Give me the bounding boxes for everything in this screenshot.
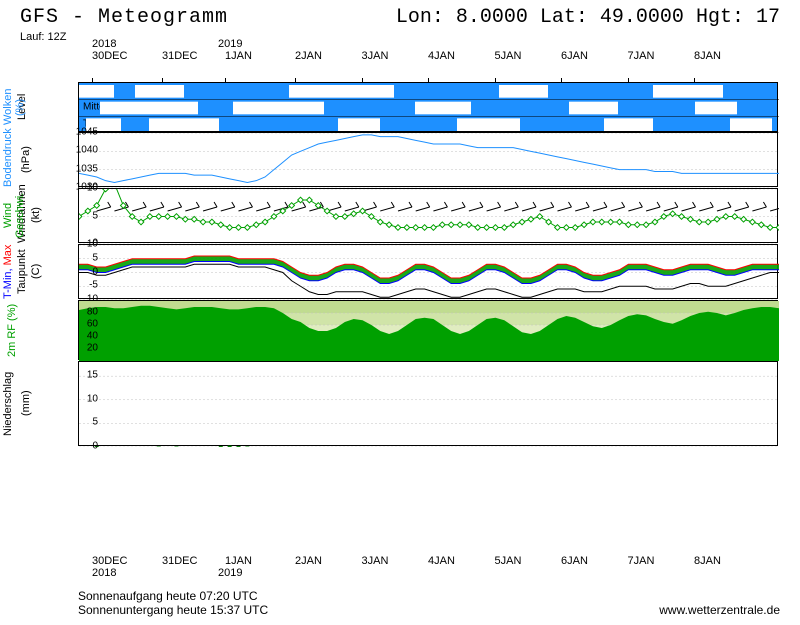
coordinates: Lon: 8.0000 Lat: 49.0000 Hgt: 17 (396, 6, 780, 29)
source-link[interactable]: www.wetterzentrale.de (659, 603, 780, 617)
clouds-panel: HochMittelTief (78, 82, 778, 132)
panel-label: T-Min, Max (2, 244, 14, 299)
panel-label: Wind Geschwi. (2, 188, 26, 243)
humidity-panel (78, 300, 778, 360)
pressure-panel (78, 132, 778, 187)
panel-label: Niederschlag (2, 361, 14, 446)
model-run: Lauf: 12Z (20, 31, 790, 43)
panel-label: (kt) (30, 188, 42, 243)
panel-label: Bodendruck (2, 132, 14, 187)
title: GFS - Meteogramm (20, 6, 228, 29)
panel-label: (hPa) (20, 132, 32, 187)
header: GFS - Meteogramm Lon: 8.0000 Lat: 49.000… (20, 6, 790, 43)
panel-label: Taupunkt (16, 244, 28, 299)
footer-sun: Sonnenaufgang heute 07:20 UTC Sonnenunte… (78, 589, 268, 617)
wind-panel (78, 188, 778, 243)
panel-label: 2m RF (%) (6, 300, 18, 360)
panel-label: Wolken (%) (2, 82, 26, 132)
panel-label: (C) (30, 244, 42, 299)
precip-panel (78, 361, 778, 446)
panel-label: (mm) (20, 361, 32, 446)
temperature-panel (78, 244, 778, 299)
